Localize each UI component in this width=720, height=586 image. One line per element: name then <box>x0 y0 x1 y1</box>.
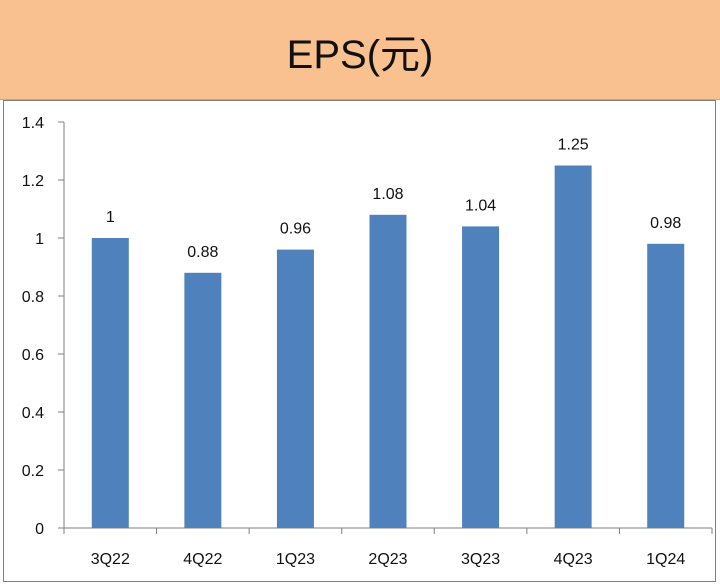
data-label: 0.88 <box>187 244 218 261</box>
bar <box>554 165 592 528</box>
y-tick-label: 0 <box>35 521 44 538</box>
y-tick-label: 0.8 <box>22 289 44 306</box>
y-tick-label: 1.4 <box>22 115 44 132</box>
y-axis: 0 0.2 0.4 0.6 0.8 1 1.2 1.4 <box>22 115 65 538</box>
y-tick-label: 0.2 <box>22 463 44 480</box>
bar <box>184 272 222 528</box>
y-tick-label: 0.6 <box>22 347 44 364</box>
bar <box>369 214 407 529</box>
data-labels: 1 0.88 0.96 1.08 1.04 1.25 0.98 <box>106 137 682 261</box>
data-label: 1 <box>106 209 115 226</box>
bar <box>462 226 500 528</box>
x-tick-label: 2Q23 <box>368 551 407 568</box>
bar <box>276 249 314 528</box>
x-tick-label: 1Q23 <box>276 551 315 568</box>
chart-title: EPS(元) <box>286 33 434 77</box>
x-tick-label: 3Q23 <box>461 551 500 568</box>
x-tick-label: 3Q22 <box>91 551 130 568</box>
data-label: 0.96 <box>280 221 311 238</box>
data-label: 0.98 <box>650 215 681 232</box>
data-label: 1.25 <box>558 137 589 154</box>
y-tick-label: 1 <box>35 231 44 248</box>
bar <box>91 238 129 528</box>
x-tick-label: 1Q24 <box>646 551 685 568</box>
x-tick-label: 4Q23 <box>554 551 593 568</box>
bar <box>647 243 685 529</box>
x-axis: 3Q22 4Q22 1Q23 2Q23 3Q23 4Q23 1Q24 <box>63 527 713 568</box>
data-label: 1.08 <box>372 186 403 203</box>
x-tick-label: 4Q22 <box>183 551 222 568</box>
chart-header: EPS(元) <box>0 0 720 100</box>
data-label: 1.04 <box>465 197 496 214</box>
y-tick-label: 0.4 <box>22 405 44 422</box>
y-tick-label: 1.2 <box>22 173 44 190</box>
bars <box>91 165 685 529</box>
